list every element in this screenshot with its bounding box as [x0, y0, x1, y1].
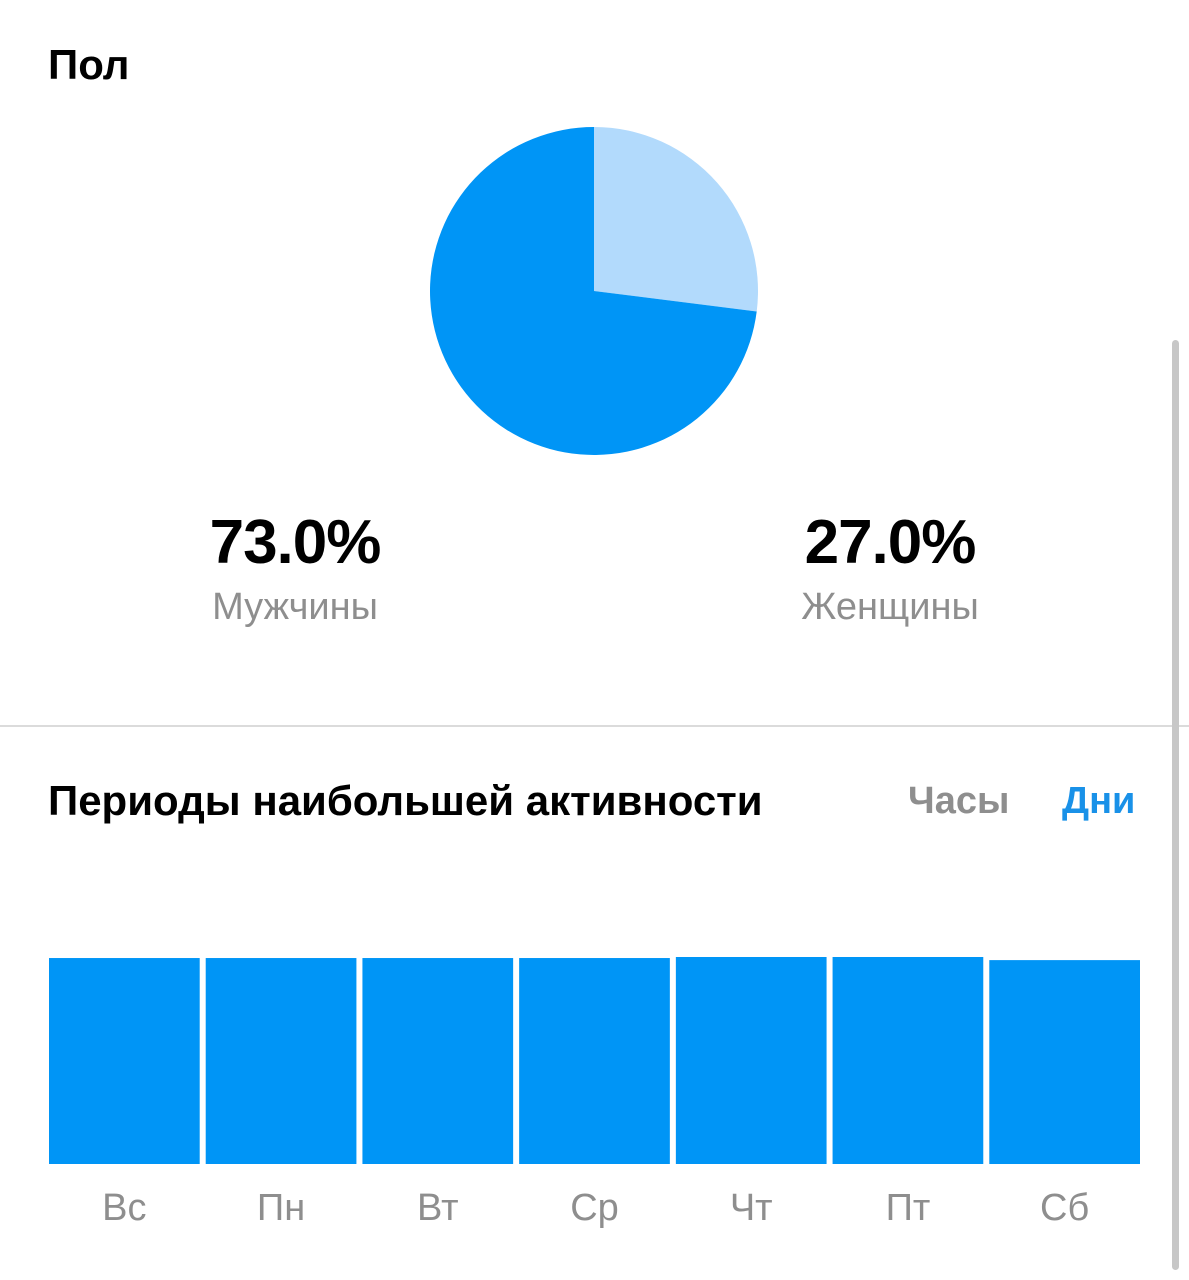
female-percentage: 27.0%: [804, 508, 977, 577]
section-divider: [0, 725, 1189, 727]
day-tick-label: Сб: [1040, 1187, 1089, 1229]
hours-toggle[interactable]: Часы: [908, 780, 1010, 822]
activity-section-title: Периоды наибольшей активности: [48, 777, 763, 824]
male-label: Мужчины: [212, 586, 378, 628]
day-tick-label: Пн: [257, 1187, 305, 1229]
activity-bar-3: [362, 958, 514, 1164]
pie-slice-male: [430, 127, 757, 455]
female-label: Женщины: [801, 586, 979, 628]
day-tick-label: Пт: [886, 1187, 931, 1229]
gender-pie-chart: [430, 127, 758, 455]
male-percentage: 73.0%: [209, 508, 382, 577]
activity-bar-6: [832, 957, 984, 1164]
day-tick-label: Ср: [570, 1187, 619, 1229]
activity-bar-7: [989, 960, 1140, 1165]
activity-bar-5: [675, 957, 827, 1164]
activity-bar-2: [205, 958, 357, 1164]
pie-slice-female: [594, 127, 758, 312]
gender-section-title: Пол: [48, 41, 130, 88]
days-toggle[interactable]: Дни: [1062, 780, 1136, 822]
activity-bar-4: [519, 958, 670, 1164]
day-tick-label: Вс: [102, 1187, 146, 1229]
vertical-scrollbar[interactable]: [1172, 340, 1179, 1270]
day-tick-label: Чт: [730, 1187, 773, 1229]
activity-bar-1: [49, 958, 200, 1164]
day-tick-label: Вт: [417, 1187, 459, 1229]
